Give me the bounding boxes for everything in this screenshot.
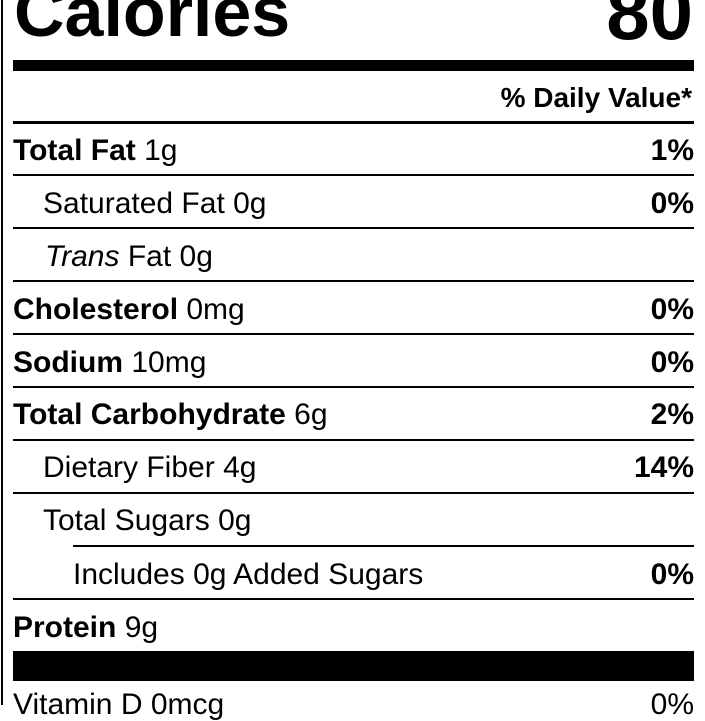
divider: [13, 280, 694, 282]
nutrient-name: Total Fat: [13, 134, 136, 167]
divider: [13, 227, 694, 229]
divider: [13, 174, 694, 176]
nutrient-dv: 0%: [650, 293, 694, 326]
nutrient-amount: 0mg: [186, 293, 245, 326]
calories-label: Calories: [14, 0, 291, 51]
nutrient-dv: 2%: [650, 398, 694, 431]
nutrient-dv: 1%: [650, 134, 694, 167]
label-border: [1, 0, 3, 705]
nutrient-amount: 0g: [233, 187, 267, 220]
nutrient-row-trans-fat: Trans Fat 0g: [13, 241, 694, 273]
divider: [13, 333, 694, 335]
nutrient-name: Protein: [13, 611, 117, 644]
nutrient-name: Includes 0g Added Sugars: [73, 558, 424, 591]
nutrient-row-protein: Protein 9g: [13, 612, 694, 644]
calories-value: 80: [606, 0, 693, 56]
divider: [13, 386, 694, 388]
nutrient-row-cholesterol: Cholesterol 0mg 0%: [13, 294, 694, 326]
nutrient-dv: 14%: [633, 451, 694, 484]
nutrient-name: Dietary Fiber: [43, 451, 215, 484]
nutrient-name: Fat: [127, 240, 172, 273]
nutrient-row-vitamin-d: Vitamin D 0mcg 0%: [13, 689, 694, 721]
nutrient-name: Sodium: [13, 346, 123, 379]
nutrient-row-total-fat: Total Fat 1g 1%: [13, 135, 694, 167]
thick-divider: [13, 651, 694, 681]
nutrient-dv: 0%: [650, 688, 694, 721]
thick-divider: [13, 60, 694, 71]
nutrient-row-total-carbohydrate: Total Carbohydrate 6g 2%: [13, 399, 694, 431]
nutrient-row-sodium: Sodium 10mg 0%: [13, 347, 694, 379]
nutrient-amount: 4g: [223, 451, 257, 484]
nutrient-name: Cholesterol: [13, 293, 179, 326]
nutrient-amount: 10mg: [131, 346, 207, 379]
divider: [13, 121, 694, 124]
nutrient-amount: 1g: [144, 134, 178, 167]
nutrient-amount: 0g: [218, 504, 252, 537]
nutrient-name: Total Sugars: [43, 504, 210, 537]
divider: [73, 545, 694, 547]
nutrient-row-total-sugars: Total Sugars 0g: [13, 505, 694, 537]
nutrient-amount: 6g: [294, 398, 328, 431]
nutrient-name: Total Carbohydrate: [13, 398, 286, 431]
daily-value-header: % Daily Value*: [500, 82, 692, 113]
divider: [13, 492, 694, 494]
nutrient-row-added-sugars: Includes 0g Added Sugars 0%: [13, 559, 694, 591]
nutrient-amount: 9g: [124, 611, 159, 644]
nutrient-row-saturated-fat: Saturated Fat 0g 0%: [13, 188, 694, 220]
nutrient-dv: 0%: [650, 346, 694, 379]
divider: [13, 598, 694, 600]
nutrient-amount: 0g: [179, 240, 213, 273]
nutrient-row-dietary-fiber: Dietary Fiber 4g 14%: [13, 452, 694, 484]
nutrient-name-italic: Trans: [45, 240, 120, 273]
nutrient-dv: 0%: [650, 558, 694, 591]
nutrient-dv: 0%: [650, 187, 694, 220]
divider: [13, 439, 694, 441]
nutrient-name: Saturated Fat: [43, 187, 225, 220]
